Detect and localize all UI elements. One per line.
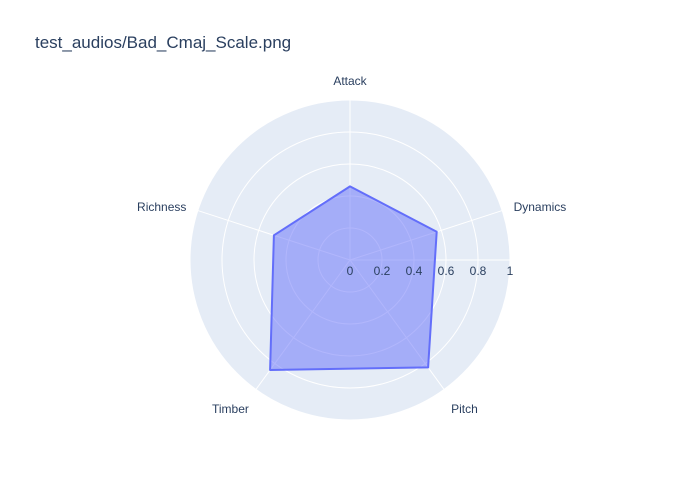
radial-tick-labels: 0 0.2 0.4 0.6 0.8 1 [347,264,514,278]
radial-tick-label: 1 [507,264,514,278]
axis-label-attack: Attack [333,74,367,88]
radial-tick-label: 0 [347,264,354,278]
axis-label-pitch: Pitch [451,402,478,416]
chart-title: test_audios/Bad_Cmaj_Scale.png [35,33,292,52]
axis-label-dynamics: Dynamics [514,200,567,214]
radial-tick-label: 0.4 [406,264,423,278]
radial-tick-label: 0.2 [374,264,391,278]
axis-label-richness: Richness [137,200,186,214]
series-polygon [269,185,438,371]
axis-label-timber: Timber [212,402,249,416]
radial-tick-label: 0.6 [438,264,455,278]
angular-axis-labels: Attack Dynamics Pitch Timber Richness [137,74,566,416]
series-layer [269,185,438,371]
radial-tick-label: 0.8 [470,264,487,278]
